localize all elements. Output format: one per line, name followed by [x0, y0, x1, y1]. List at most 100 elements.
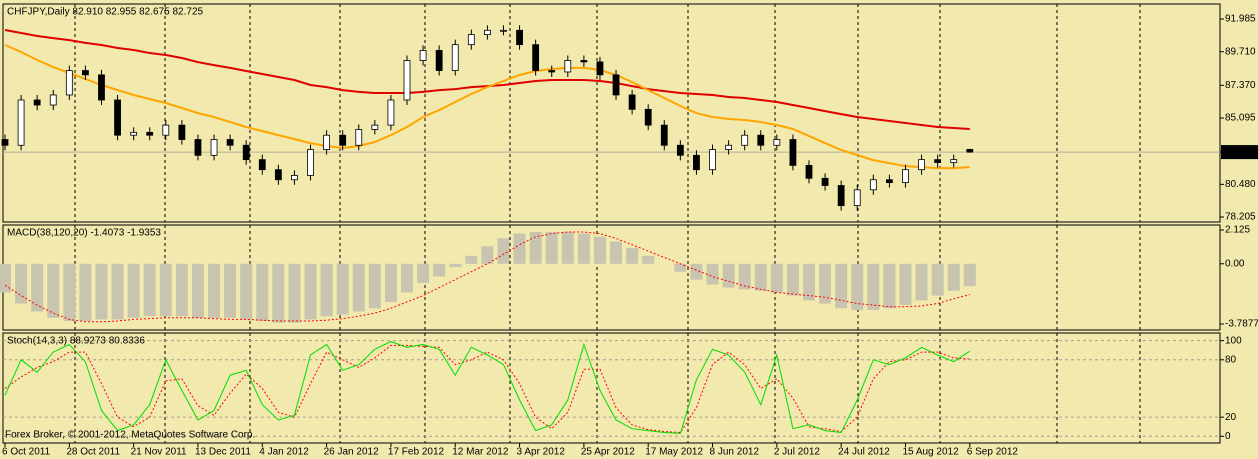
macd-bar [738, 263, 751, 290]
candle-body [902, 169, 909, 184]
macd-bar [593, 236, 606, 264]
macd-bar [561, 231, 574, 264]
candle-body [467, 34, 475, 46]
macd-bar [626, 247, 639, 264]
macd-bar [722, 263, 735, 288]
candle-body [403, 60, 411, 101]
candle-body [355, 129, 363, 146]
candle-body [483, 29, 491, 36]
macd-bar [899, 263, 912, 306]
macd-bar [803, 263, 815, 301]
macd-bar [931, 263, 944, 296]
macd-bar [111, 263, 124, 320]
candle-body [950, 159, 958, 163]
x-tick-label: 24 Jul 2012 [838, 447, 890, 458]
macd-bar [336, 263, 349, 315]
candle-body [532, 44, 540, 71]
panel-title: CHFJPY,Daily 82.910 82.955 82.675 82.725 [7, 7, 204, 18]
y-tick-label: 82.725 [1225, 147, 1256, 158]
candle-body [114, 99, 121, 136]
candle-body [805, 164, 813, 179]
macd-bar [368, 263, 381, 309]
x-tick-label: 13 Dec 2011 [195, 447, 251, 458]
x-tick-label: 17 Feb 2012 [388, 447, 445, 458]
macd-bar [642, 255, 655, 264]
macd-bar [320, 263, 333, 317]
x-tick-label: 15 Aug 2012 [902, 447, 959, 458]
macd-bar [577, 233, 590, 264]
candle-body [693, 154, 700, 171]
candle-body [757, 134, 765, 146]
candle-body [130, 131, 138, 136]
candle-body [789, 139, 797, 166]
x-tick-label: 6 Oct 2011 [2, 447, 51, 458]
macd-bar [706, 263, 719, 285]
macd-bar [288, 263, 301, 323]
macd-bar [256, 263, 269, 322]
candle-body [966, 149, 974, 153]
candle-body [644, 108, 652, 126]
panel-frame [2, 3, 1221, 223]
macd-bar [240, 263, 253, 320]
y-tick-label: 80.480 [1225, 179, 1256, 190]
macd-bar [401, 263, 413, 293]
candle-body [65, 70, 73, 96]
y-tick-label: 80 [1225, 354, 1237, 365]
x-tick-label: 8 Jun 2012 [710, 447, 760, 458]
candle-body [226, 139, 234, 146]
macd-bar [191, 263, 204, 318]
macd-bar [143, 263, 156, 317]
y-tick-label: 20 [1225, 412, 1237, 423]
x-tick-label: 12 Mar 2012 [452, 447, 509, 458]
x-tick-label: 17 May 2012 [645, 447, 703, 458]
candle-body [725, 144, 732, 150]
candle-body [628, 94, 636, 110]
x-tick-label: 28 Oct 2011 [66, 447, 120, 458]
y-tick-label: 91.985 [1225, 14, 1256, 25]
stoch-main [4, 341, 971, 434]
candle-body [33, 99, 41, 106]
macd-bar [819, 263, 832, 304]
panel-title: Stoch(14,3,3) 88.9273 80.8336 [7, 336, 145, 347]
candle-body [387, 99, 395, 126]
macd-bar [159, 263, 172, 317]
macd-bar [127, 263, 140, 318]
candle-body [837, 185, 845, 207]
macd-bar [95, 263, 108, 320]
x-tick-label: 21 Nov 2011 [131, 447, 187, 458]
candle-body [49, 94, 57, 106]
candle-body [773, 139, 781, 146]
candle-body [821, 177, 829, 186]
candle-body [17, 99, 25, 146]
macd-bar [465, 255, 478, 264]
macd-bar [545, 231, 558, 264]
current-price-box [1221, 145, 1258, 160]
candle-body [194, 139, 202, 156]
macd-bar [31, 263, 44, 312]
macd-bar [47, 263, 60, 318]
macd-bar [883, 263, 896, 309]
macd-bar [449, 263, 462, 267]
copyright: Forex Broker, © 2001-2012, MetaQuotes So… [5, 430, 255, 441]
candle-body [435, 50, 443, 71]
candle-body [146, 131, 154, 136]
x-tick-label: 3 Apr 2012 [517, 447, 566, 458]
macd-signal [4, 231, 970, 323]
candle-body [451, 44, 459, 71]
y-tick-label: 85.095 [1225, 113, 1256, 124]
macd-bar [770, 263, 783, 293]
macd-bar [529, 231, 542, 264]
y-tick-label: 78.205 [1225, 212, 1256, 223]
macd-bar [513, 233, 526, 264]
macd-bar [786, 263, 799, 296]
macd-bar [690, 263, 703, 280]
candle-body [918, 159, 925, 171]
macd-bar [610, 241, 623, 264]
candle-body [853, 189, 861, 207]
macd-bar [63, 263, 76, 322]
y-tick-label: 87.370 [1225, 80, 1256, 91]
x-tick-label: 4 Jan 2012 [259, 447, 309, 458]
macd-bar [915, 263, 928, 301]
macd-bar [754, 263, 767, 291]
